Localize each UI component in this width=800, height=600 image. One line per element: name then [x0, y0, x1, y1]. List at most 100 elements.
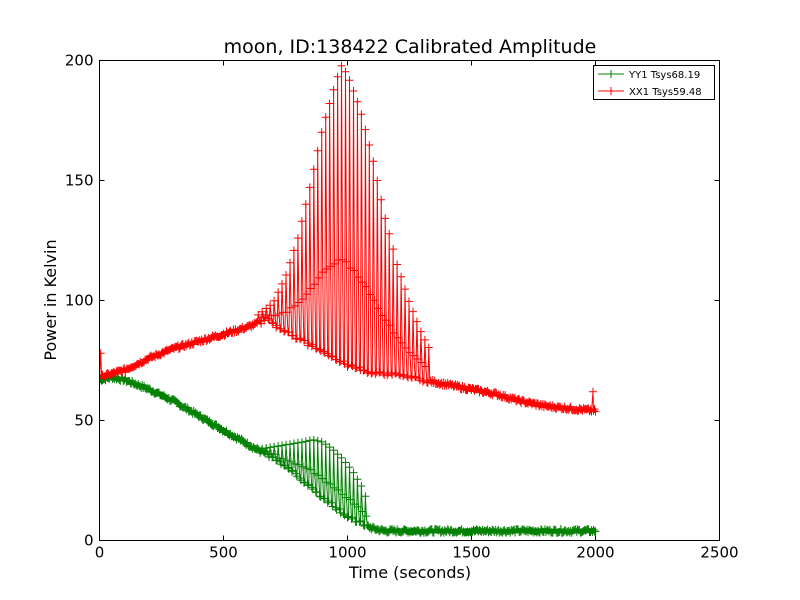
series-line	[99, 65, 596, 414]
data-point	[303, 481, 312, 490]
data-point	[350, 266, 359, 275]
data-point	[369, 157, 378, 166]
data-point	[393, 260, 402, 269]
data-point	[330, 483, 339, 492]
data-point	[341, 458, 350, 467]
data-point	[589, 525, 598, 534]
series-layer	[99, 61, 600, 537]
data-point	[377, 195, 386, 204]
data-point	[301, 437, 310, 446]
data-point	[589, 387, 597, 396]
data-point	[365, 141, 374, 149]
data-point	[315, 345, 324, 354]
data-point	[381, 214, 390, 223]
chart-title: moon, ID:138422 Calibrated Amplitude	[224, 36, 597, 58]
data-point	[353, 475, 362, 484]
data-point	[358, 278, 367, 287]
data-point	[318, 474, 327, 483]
data-point	[362, 282, 371, 291]
data-point	[354, 502, 363, 511]
data-point	[342, 257, 351, 266]
data-point	[397, 272, 406, 281]
data-point	[353, 97, 362, 106]
data-point	[282, 271, 290, 279]
data-point	[349, 468, 358, 477]
data-point	[275, 310, 284, 318]
data-point	[424, 343, 433, 352]
data-point	[334, 485, 343, 494]
data-point	[279, 454, 287, 463]
data-point	[401, 285, 409, 294]
data-point	[274, 442, 283, 451]
data-point	[358, 507, 367, 516]
data-point	[311, 344, 320, 353]
data-point	[337, 453, 346, 462]
data-point	[289, 439, 298, 448]
series-xx1	[99, 61, 600, 416]
data-point	[317, 128, 326, 137]
data-point	[309, 165, 318, 174]
data-point	[323, 349, 332, 358]
x-tick-label: 500	[209, 544, 238, 562]
data-point	[329, 446, 338, 455]
data-point	[306, 465, 315, 474]
data-point	[314, 273, 323, 282]
data-point	[342, 493, 351, 502]
data-point	[287, 457, 295, 466]
data-point	[335, 505, 344, 513]
data-point	[421, 362, 430, 371]
data-point	[405, 297, 413, 306]
data-point	[270, 296, 279, 305]
y-axis-label: Power in Kelvin	[41, 239, 60, 360]
data-point	[294, 298, 303, 307]
data-point	[298, 295, 307, 303]
data-point	[349, 87, 358, 95]
legend-marker-yy1	[607, 70, 615, 78]
data-point	[589, 406, 598, 415]
data-point	[395, 370, 404, 379]
data-point	[293, 438, 302, 447]
data-point	[293, 234, 302, 243]
data-point	[172, 398, 181, 407]
data-point	[322, 478, 331, 487]
data-point	[297, 217, 306, 226]
x-axis-label: Time (seconds)	[348, 563, 471, 582]
y-axis: 0 50 100 150 200	[65, 52, 720, 550]
data-point	[345, 76, 354, 85]
data-point	[258, 307, 267, 316]
data-point	[268, 318, 277, 327]
data-point	[306, 284, 315, 293]
data-point	[266, 443, 275, 452]
data-point	[374, 304, 383, 313]
legend-box	[593, 65, 715, 100]
y-tick-label: 100	[65, 292, 94, 310]
data-point	[307, 342, 316, 351]
data-point	[267, 449, 276, 458]
data-point	[269, 319, 278, 328]
data-point	[301, 200, 310, 209]
data-point	[278, 441, 286, 450]
data-point	[406, 348, 414, 357]
data-point	[271, 450, 280, 459]
data-point	[346, 495, 355, 504]
data-point	[394, 333, 403, 342]
data-point	[254, 310, 263, 319]
data-point	[371, 370, 380, 378]
data-point	[348, 513, 357, 522]
data-point	[591, 527, 600, 536]
data-point	[99, 374, 108, 383]
data-point	[410, 351, 418, 360]
data-point	[330, 259, 339, 268]
data-point	[287, 467, 296, 476]
data-point	[270, 442, 279, 451]
data-point	[453, 380, 462, 389]
data-point	[337, 61, 346, 70]
data-point	[416, 327, 425, 336]
data-point	[302, 464, 311, 473]
series-yy1	[99, 372, 600, 537]
legend-entry-yy1: YY1 Tsys68.19	[598, 70, 700, 81]
y-tick-label: 0	[84, 532, 94, 550]
data-point	[420, 335, 429, 344]
data-point	[262, 304, 271, 313]
data-point	[354, 273, 363, 282]
